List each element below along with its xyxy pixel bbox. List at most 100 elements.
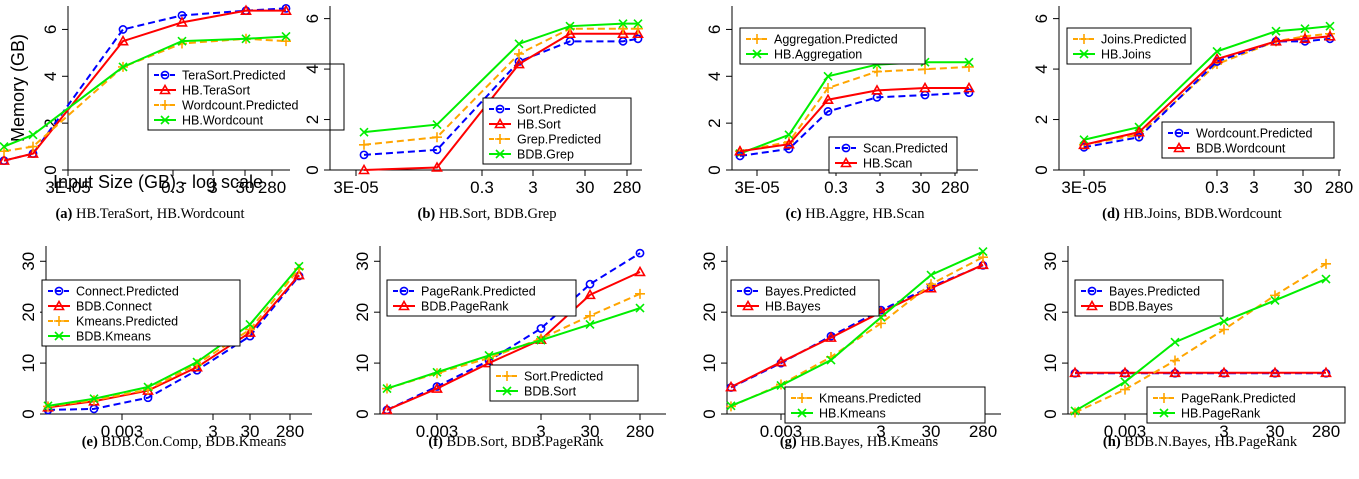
point-marker-plus bbox=[281, 36, 291, 47]
series-line-hb-terasort bbox=[3, 9, 286, 162]
legend-entry: BDB.Connect bbox=[76, 300, 152, 314]
legend-entry: TeraSort.Predicted bbox=[182, 69, 286, 83]
legend-entry: Bayes.Predicted bbox=[765, 285, 856, 299]
legend-entry: Bayes.Predicted bbox=[1109, 285, 1200, 299]
point-marker-triangle bbox=[280, 4, 292, 15]
legend-entry: Joins.Predicted bbox=[1101, 33, 1187, 47]
y-tick-label: 10 bbox=[19, 354, 38, 373]
x-tick-label: 3 bbox=[1219, 422, 1228, 441]
legend-entry: BDB.Kmeans bbox=[76, 330, 151, 344]
series-line-hb-bayes bbox=[730, 263, 984, 388]
point-marker-plus bbox=[28, 141, 38, 152]
x-tick-label: 30 bbox=[576, 178, 595, 197]
point-marker-triangle bbox=[840, 156, 852, 168]
y-tick-label: 6 bbox=[303, 14, 322, 23]
point-marker-triangle bbox=[483, 356, 495, 368]
point-marker-cross bbox=[585, 319, 595, 329]
series-line-bdb-connect bbox=[47, 274, 300, 409]
point-marker-triangle bbox=[159, 83, 171, 95]
legend-box bbox=[730, 279, 880, 317]
point-marker-triangle bbox=[825, 331, 837, 342]
point-marker-circle bbox=[635, 248, 645, 258]
point-marker-plus bbox=[1270, 290, 1280, 301]
point-marker-cross bbox=[43, 401, 53, 411]
point-marker-plus bbox=[1159, 393, 1169, 403]
x-tick-label: 3E-05 bbox=[734, 178, 779, 197]
point-marker-cross bbox=[1120, 377, 1130, 387]
legend-box bbox=[386, 279, 577, 317]
legend-entry: BDB.Grep bbox=[517, 148, 574, 162]
point-marker-cross bbox=[926, 270, 936, 280]
legend-entry: BDB.PageRank bbox=[421, 300, 509, 314]
y-tick-label: 20 bbox=[1041, 303, 1060, 322]
point-marker-cross bbox=[382, 383, 392, 394]
legend-entry: BDB.Sort bbox=[524, 385, 577, 399]
legend-entry: PageRank.Predicted bbox=[1181, 392, 1296, 406]
chart-caption: (g) HB.Bayes, HB.Kmeans bbox=[780, 434, 939, 450]
point-marker-circle bbox=[536, 324, 546, 333]
point-marker-triangle bbox=[1218, 366, 1230, 378]
x-tick-label: 30 bbox=[912, 178, 931, 197]
point-marker-triangle bbox=[977, 258, 989, 270]
point-marker-triangle bbox=[1069, 366, 1081, 378]
x-tick-label: 3E-05 bbox=[1061, 178, 1106, 197]
point-marker-plus bbox=[635, 288, 645, 299]
point-marker-cross bbox=[1271, 26, 1281, 36]
point-marker-triangle bbox=[584, 288, 596, 300]
point-marker-triangle bbox=[734, 145, 746, 156]
legend-box bbox=[41, 279, 241, 347]
point-marker-plus bbox=[160, 100, 170, 110]
point-marker-circle bbox=[160, 70, 170, 80]
x-tick-label: 0.003 bbox=[416, 422, 459, 441]
point-marker-cross bbox=[633, 19, 643, 29]
point-marker-cross bbox=[359, 127, 369, 137]
x-axis-label: Input Size (GB) - log scale bbox=[53, 172, 263, 192]
point-marker-cross bbox=[0, 142, 9, 152]
point-marker-circle bbox=[359, 150, 369, 160]
series-line-bdb-grep bbox=[363, 22, 638, 134]
legend-box bbox=[1074, 279, 1224, 317]
series-line-bdb-sort bbox=[386, 307, 641, 390]
point-marker-plus bbox=[54, 316, 64, 326]
y-axis-label: Memory (GB) bbox=[8, 34, 28, 142]
point-marker-triangle bbox=[1299, 32, 1311, 44]
point-marker-triangle bbox=[963, 81, 975, 93]
chart-caption: (h) BDB.N.Bayes, HB.PageRank bbox=[1103, 434, 1298, 450]
legend-entry: HB.Aggregation bbox=[774, 48, 862, 62]
y-tick-label: 30 bbox=[1041, 252, 1060, 271]
point-marker-cross bbox=[978, 247, 988, 257]
point-marker-circle bbox=[1174, 128, 1184, 138]
legend-box bbox=[1066, 27, 1192, 65]
point-marker-cross bbox=[726, 401, 736, 411]
point-marker-triangle bbox=[240, 4, 252, 15]
point-marker-triangle bbox=[176, 16, 188, 27]
point-marker-cross bbox=[776, 380, 786, 391]
legend-entry: BDB.Bayes bbox=[1109, 300, 1173, 314]
point-marker-plus bbox=[432, 132, 442, 143]
chart-panel-d: 0 2 4 6 3E-05 0.3 3 30 280 Joins.PredictedHB.Join… bbox=[1032, 6, 1353, 222]
point-marker-triangle bbox=[822, 93, 834, 105]
point-marker-plus bbox=[1070, 407, 1080, 418]
y-tick-label: 6 bbox=[705, 25, 724, 34]
x-tick-label: 3 bbox=[1249, 178, 1258, 197]
legend-entry: Kmeans.Predicted bbox=[819, 392, 921, 406]
x-tick-label: 30 bbox=[241, 422, 260, 441]
point-marker-cross bbox=[89, 394, 99, 404]
legend-entry: Wordcount.Predicted bbox=[182, 99, 299, 113]
y-tick-label: 0 bbox=[19, 409, 38, 418]
y-tick-label: 4 bbox=[41, 72, 60, 81]
x-tick-label: 3 bbox=[536, 422, 545, 441]
point-marker-circle bbox=[1134, 132, 1144, 142]
point-marker-cross bbox=[964, 57, 974, 67]
x-tick-label: 0.3 bbox=[470, 178, 494, 197]
point-marker-triangle bbox=[632, 27, 644, 39]
legend-entry: HB.TeraSort bbox=[182, 84, 251, 98]
y-tick-label: 10 bbox=[353, 354, 372, 373]
chart-panel-h: 0 10 20 30 0.003 3 30 280 Bayes.PredictedBDB.Bay… bbox=[1041, 246, 1346, 450]
legend-entry: HB.Bayes bbox=[765, 300, 821, 314]
point-marker-plus bbox=[823, 83, 833, 93]
legend-entry: HB.Sort bbox=[517, 118, 561, 132]
point-marker-cross bbox=[143, 382, 153, 392]
point-marker-cross bbox=[281, 31, 291, 42]
